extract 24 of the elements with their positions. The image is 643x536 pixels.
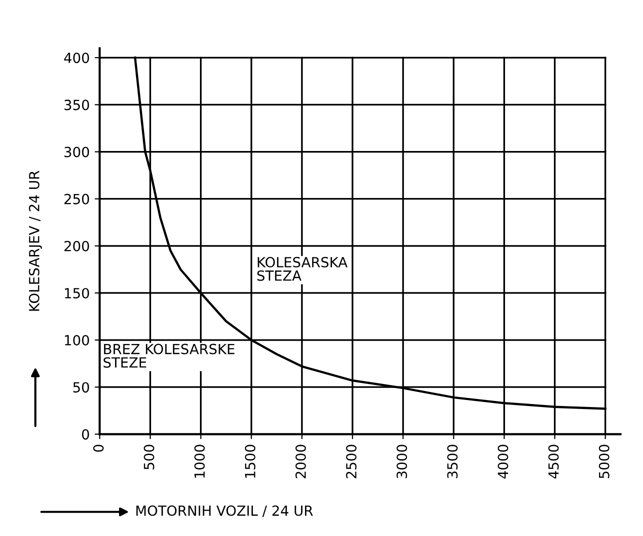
y-tick-label: 200 — [64, 240, 90, 252]
x-tick-label: 3000 — [396, 444, 408, 478]
x-tick-label: 3500 — [447, 444, 458, 478]
x-tick-label: 0 — [93, 444, 104, 452]
y-tick-label: 300 — [64, 146, 90, 158]
annotation: BREZ KOLESARSKE STEZE — [104, 344, 234, 368]
y-tick-label: 400 — [64, 52, 90, 64]
x-tick-label: 4500 — [548, 444, 559, 479]
x-tick-label: 500 — [144, 444, 154, 470]
y-tick-label: 350 — [64, 100, 90, 110]
x-tick-label: 4000 — [498, 444, 508, 479]
y-tick-label: 100 — [64, 335, 90, 346]
x-tick-label: 1000 — [194, 444, 205, 478]
y-tick-label: 150 — [64, 288, 90, 298]
annotation: KOLESARSKA STEZA — [257, 256, 348, 281]
x-tick-label: 2500 — [346, 444, 357, 478]
y-axis-title: KOLESARJEV / 24 UR — [28, 170, 42, 311]
x-tick-label: 1500 — [244, 444, 256, 478]
y-tick-label: 50 — [73, 382, 90, 393]
y-tick-label: 0 — [82, 429, 90, 440]
x-axis-title: MOTORNIH VOZIL / 24 UR — [136, 505, 313, 517]
y-tick-label: 250 — [64, 194, 90, 204]
x-tick-label: 2000 — [295, 444, 306, 478]
x-tick-label: 5000 — [598, 444, 610, 478]
